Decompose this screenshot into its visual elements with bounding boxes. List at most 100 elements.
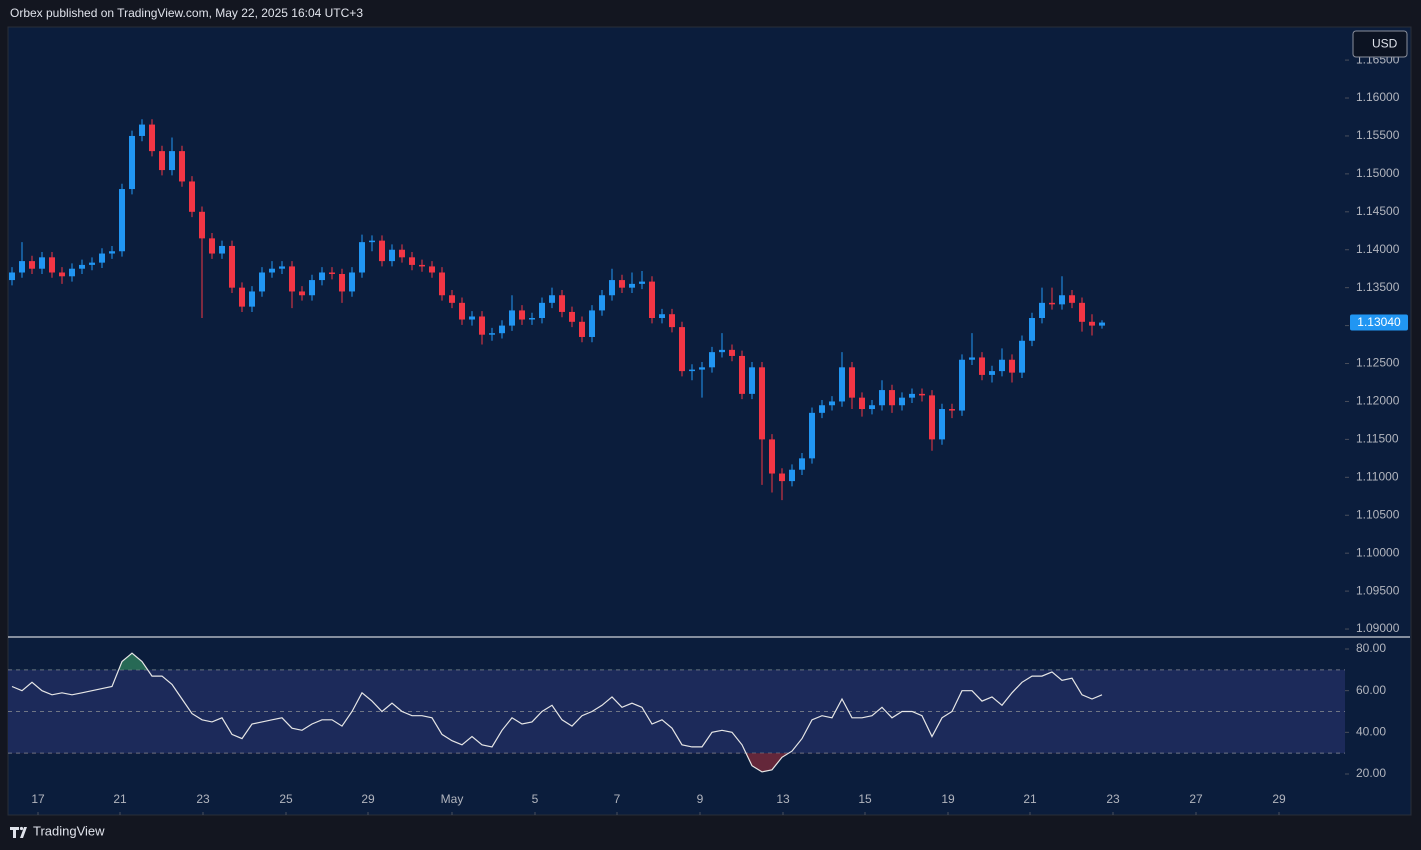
candle-body xyxy=(39,257,45,269)
candle-body xyxy=(759,367,765,440)
candle-body xyxy=(839,367,845,402)
candle-body xyxy=(229,245,235,288)
candle-body xyxy=(909,393,915,398)
candle-body xyxy=(129,135,135,190)
candle-body xyxy=(1049,302,1055,305)
candle-body xyxy=(779,473,785,482)
y-tick-label: 1.12500 xyxy=(1356,356,1400,370)
candle-body xyxy=(479,316,485,335)
candle-body xyxy=(1089,321,1095,326)
candle-body xyxy=(429,266,435,273)
candle-body xyxy=(389,249,395,262)
candle-body xyxy=(169,151,175,171)
candle-body xyxy=(299,291,305,296)
currency-label[interactable]: USD xyxy=(1372,37,1398,51)
candle-body xyxy=(639,281,645,284)
candle-body xyxy=(339,274,345,292)
candle-body xyxy=(739,355,745,394)
candle-body xyxy=(459,302,465,320)
candle-body xyxy=(439,272,445,296)
candle-body xyxy=(419,264,425,267)
y-tick-label: 1.09500 xyxy=(1356,583,1400,597)
candle-body xyxy=(249,291,255,307)
candle-body xyxy=(369,240,375,243)
candle-body xyxy=(1069,295,1075,303)
candle-body xyxy=(809,412,815,459)
y-tick-label: 60.00 xyxy=(1356,683,1386,697)
candle-body xyxy=(729,349,735,356)
y-tick-label: 1.12000 xyxy=(1356,394,1400,408)
candle-body xyxy=(979,357,985,375)
candle-body xyxy=(749,367,755,394)
candles xyxy=(9,119,1105,501)
candle-body xyxy=(259,272,265,292)
candle-body xyxy=(939,409,945,440)
candle-body xyxy=(789,469,795,482)
candle-body xyxy=(59,272,65,277)
candle-body xyxy=(29,261,35,269)
y-tick-label: 1.11500 xyxy=(1356,432,1399,446)
candle-body xyxy=(199,211,205,239)
x-tick-label: 19 xyxy=(941,792,955,806)
candle-body xyxy=(1019,340,1025,373)
x-tick-label: 7 xyxy=(614,792,621,806)
last-price-box xyxy=(1350,314,1408,331)
candle-body xyxy=(509,310,515,326)
candle-body xyxy=(319,272,325,281)
y-tick-label: 1.14500 xyxy=(1356,204,1400,218)
candle-body xyxy=(279,266,285,269)
rsi-line xyxy=(11,652,1103,773)
candle-body xyxy=(269,268,275,273)
candle-body xyxy=(99,253,105,263)
candle-body xyxy=(929,395,935,440)
candle-body xyxy=(719,349,725,353)
y-tick-label: 40.00 xyxy=(1356,725,1386,739)
candle-body xyxy=(329,272,335,275)
x-tick-label: 23 xyxy=(196,792,210,806)
candle-body xyxy=(989,371,995,375)
tradingview-logo xyxy=(10,826,27,838)
candle-body xyxy=(289,266,295,292)
currency-button[interactable] xyxy=(1352,30,1408,58)
candle-body xyxy=(529,318,535,320)
candle-body xyxy=(69,268,75,277)
candle-body xyxy=(1059,295,1065,305)
y-tick-label: 20.00 xyxy=(1356,766,1386,780)
candle-body xyxy=(449,295,455,303)
y-tick-label: 1.15000 xyxy=(1356,166,1400,180)
y-tick-label: 1.10000 xyxy=(1356,545,1400,559)
candle-body xyxy=(359,242,365,273)
publish-header: Orbex published on TradingView.com, May … xyxy=(10,6,363,20)
candle-body xyxy=(799,458,805,470)
y-tick-label: 80.00 xyxy=(1356,641,1386,655)
candle-body xyxy=(149,124,155,152)
candle-body xyxy=(619,280,625,288)
candle-body xyxy=(189,181,195,212)
candle-body xyxy=(349,272,355,292)
candle-body xyxy=(239,287,245,307)
candle-body xyxy=(79,264,85,269)
candle-body xyxy=(9,272,15,281)
candle-body xyxy=(959,359,965,411)
candle-body xyxy=(489,333,495,335)
candle-body xyxy=(969,357,975,360)
candle-body xyxy=(589,310,595,337)
candle-body xyxy=(469,316,475,320)
candle-body xyxy=(899,397,905,406)
y-tick-label: 1.13500 xyxy=(1356,280,1400,294)
candle-body xyxy=(659,314,665,319)
x-tick-label: May xyxy=(441,792,464,806)
x-tick-label: 25 xyxy=(279,792,293,806)
candle-body xyxy=(669,314,675,328)
x-tick-label: 21 xyxy=(113,792,127,806)
overbought-fill xyxy=(12,653,1102,670)
x-tick-label: 13 xyxy=(776,792,790,806)
candle-body xyxy=(219,245,225,254)
candle-body xyxy=(879,390,885,406)
candle-body xyxy=(49,257,55,273)
candle-body xyxy=(1079,302,1085,322)
candle-body xyxy=(179,151,185,182)
y-tick-label: 1.10500 xyxy=(1356,507,1400,521)
candle-body xyxy=(519,310,525,320)
